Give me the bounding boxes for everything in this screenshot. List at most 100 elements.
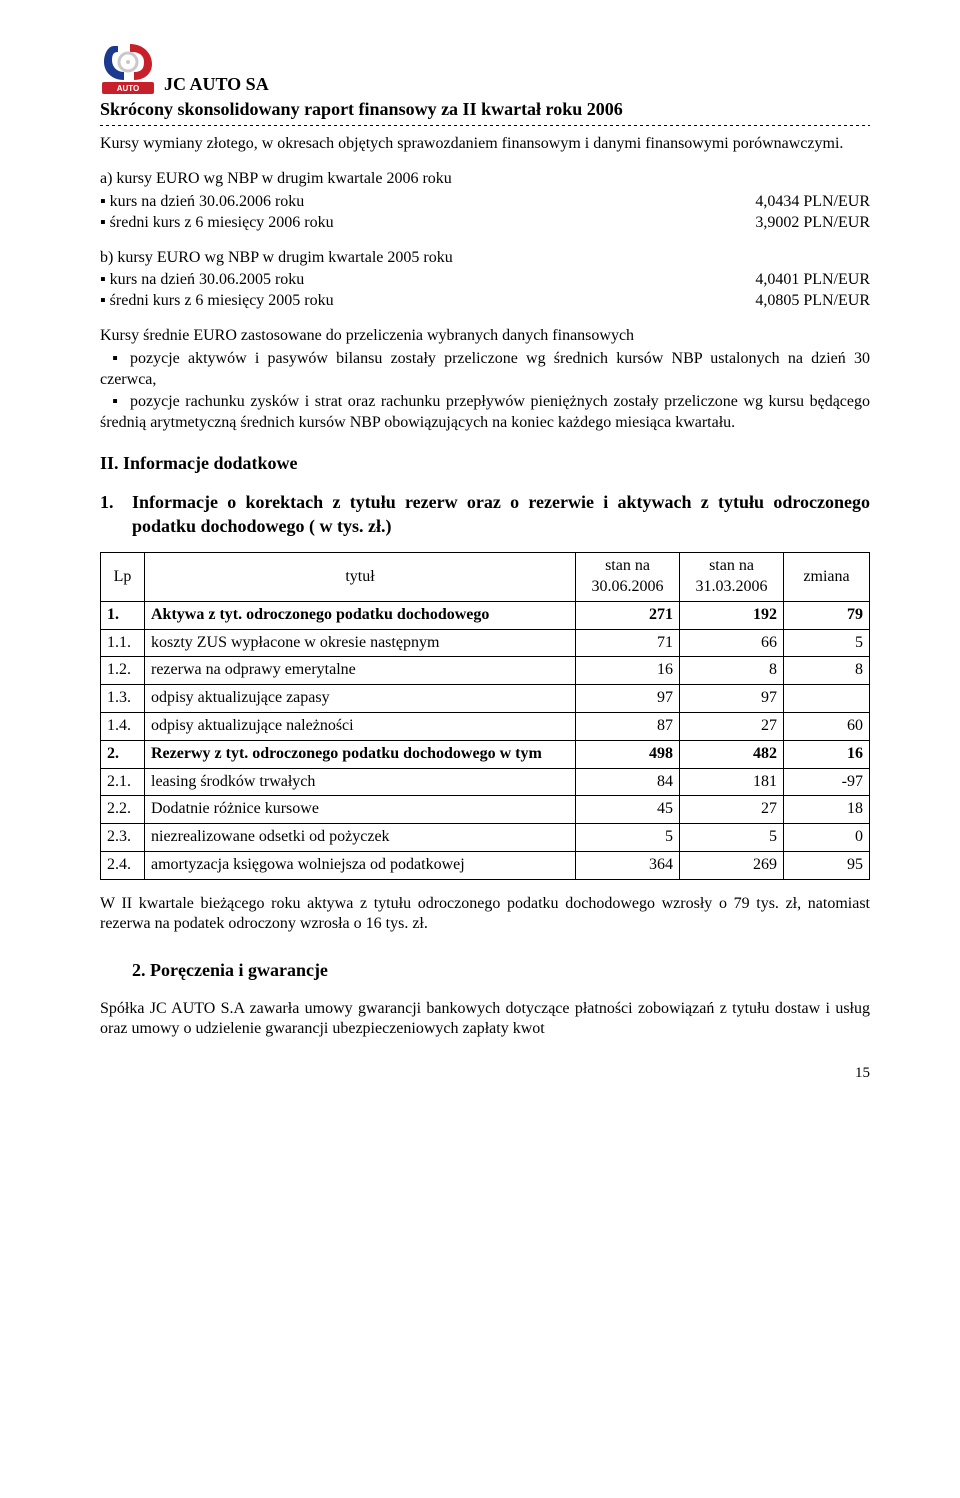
table-row: 2.1.leasing środków trwałych84181-97 bbox=[101, 768, 870, 796]
th-col2: stan na 31.03.2006 bbox=[680, 553, 784, 602]
cell-val2: 66 bbox=[680, 629, 784, 657]
table-row: 1.3.odpisy aktualizujące zapasy9797 bbox=[101, 685, 870, 713]
cell-val2: 269 bbox=[680, 851, 784, 879]
rate-label: ▪ średni kurs z 6 miesięcy 2006 roku bbox=[100, 213, 334, 234]
cell-val1: 45 bbox=[576, 796, 680, 824]
item-text: Informacje o korektach z tytułu rezerw o… bbox=[132, 492, 870, 535]
cell-val3: 95 bbox=[784, 851, 870, 879]
company-logo-icon: AUTO bbox=[100, 40, 156, 96]
table-row: 1.2.rezerwa na odprawy emerytalne1688 bbox=[101, 657, 870, 685]
rate-value: 4,0805 PLN/EUR bbox=[755, 291, 870, 312]
table-row: 1.Aktywa z tyt. odroczonego podatku doch… bbox=[101, 601, 870, 629]
info-item-2-title: 2. Poręczenia i gwarancje bbox=[132, 959, 870, 982]
th-lp: Lp bbox=[101, 553, 145, 602]
cell-lp: 1.3. bbox=[101, 685, 145, 713]
cell-lp: 1.4. bbox=[101, 712, 145, 740]
cell-val2: 27 bbox=[680, 796, 784, 824]
info-item-1: 1.Informacje o korektach z tytułu rezerw… bbox=[100, 491, 870, 538]
cell-val2: 8 bbox=[680, 657, 784, 685]
table-row: 2.4.amortyzacja księgowa wolniejsza od p… bbox=[101, 851, 870, 879]
cell-title: odpisy aktualizujące należności bbox=[145, 712, 576, 740]
rate-label: ▪ średni kurs z 6 miesięcy 2005 roku bbox=[100, 291, 334, 312]
intro-paragraph: Kursy wymiany złotego, w okresach objęty… bbox=[100, 134, 870, 155]
report-subtitle: Skrócony skonsolidowany raport finansowy… bbox=[100, 98, 870, 121]
page-header: AUTO JC AUTO SA bbox=[100, 40, 870, 96]
cell-lp: 2. bbox=[101, 740, 145, 768]
cell-val1: 87 bbox=[576, 712, 680, 740]
rate-row: ▪ kurs na dzień 30.06.2006 roku 4,0434 P… bbox=[100, 192, 870, 213]
cell-val3: 18 bbox=[784, 796, 870, 824]
table-row: 2.2.Dodatnie różnice kursowe452718 bbox=[101, 796, 870, 824]
rate-value: 4,0434 PLN/EUR bbox=[755, 192, 870, 213]
cell-val3 bbox=[784, 685, 870, 713]
section-a-heading: a) kursy EURO wg NBP w drugim kwartale 2… bbox=[100, 169, 870, 190]
rate-row: ▪ średni kurs z 6 miesięcy 2005 roku 4,0… bbox=[100, 291, 870, 312]
cell-lp: 2.1. bbox=[101, 768, 145, 796]
rate-label: ▪ kurs na dzień 30.06.2006 roku bbox=[100, 192, 304, 213]
cell-val1: 271 bbox=[576, 601, 680, 629]
cell-lp: 1. bbox=[101, 601, 145, 629]
cell-val1: 364 bbox=[576, 851, 680, 879]
cell-val2: 192 bbox=[680, 601, 784, 629]
cell-val3: 16 bbox=[784, 740, 870, 768]
cell-val1: 5 bbox=[576, 824, 680, 852]
cell-val1: 498 bbox=[576, 740, 680, 768]
cell-val2: 97 bbox=[680, 685, 784, 713]
cell-val2: 482 bbox=[680, 740, 784, 768]
section-b-heading: b) kursy EURO wg NBP w drugim kwartale 2… bbox=[100, 248, 870, 269]
table-row: 1.1.koszty ZUS wypłacone w okresie nastę… bbox=[101, 629, 870, 657]
cell-val1: 84 bbox=[576, 768, 680, 796]
cell-val2: 27 bbox=[680, 712, 784, 740]
th-col1: stan na 30.06.2006 bbox=[576, 553, 680, 602]
table-row: 2.Rezerwy z tyt. odroczonego podatku doc… bbox=[101, 740, 870, 768]
cell-val2: 181 bbox=[680, 768, 784, 796]
cell-lp: 1.1. bbox=[101, 629, 145, 657]
info-item-2-body: Spółka JC AUTO S.A zawarła umowy gwaranc… bbox=[100, 999, 870, 1041]
cell-val1: 16 bbox=[576, 657, 680, 685]
section-ii-title: II. Informacje dodatkowe bbox=[100, 452, 870, 475]
cell-lp: 2.2. bbox=[101, 796, 145, 824]
cell-val3: -97 bbox=[784, 768, 870, 796]
cell-lp: 2.3. bbox=[101, 824, 145, 852]
cell-val2: 5 bbox=[680, 824, 784, 852]
table-row: 1.4.odpisy aktualizujące należności87276… bbox=[101, 712, 870, 740]
rate-value: 4,0401 PLN/EUR bbox=[755, 270, 870, 291]
company-name: JC AUTO SA bbox=[164, 73, 269, 96]
table-header-row: Lp tytuł stan na 30.06.2006 stan na 31.0… bbox=[101, 553, 870, 602]
page-number: 15 bbox=[100, 1064, 870, 1084]
list-item: pozycje rachunku zysków i strat oraz rac… bbox=[100, 392, 870, 434]
th-col3: zmiana bbox=[784, 553, 870, 602]
notes-lead: Kursy średnie EURO zastosowane do przeli… bbox=[100, 326, 870, 347]
cell-title: niezrealizowane odsetki od pożyczek bbox=[145, 824, 576, 852]
cell-title: amortyzacja księgowa wolniejsza od podat… bbox=[145, 851, 576, 879]
svg-text:AUTO: AUTO bbox=[117, 84, 140, 93]
list-item-text: pozycje aktywów i pasywów bilansu został… bbox=[100, 350, 870, 388]
cell-title: Aktywa z tyt. odroczonego podatku dochod… bbox=[145, 601, 576, 629]
list-item: pozycje aktywów i pasywów bilansu został… bbox=[100, 349, 870, 391]
cell-val3: 8 bbox=[784, 657, 870, 685]
cell-title: Dodatnie różnice kursowe bbox=[145, 796, 576, 824]
cell-title: Rezerwy z tyt. odroczonego podatku docho… bbox=[145, 740, 576, 768]
tax-table: Lp tytuł stan na 30.06.2006 stan na 31.0… bbox=[100, 552, 870, 880]
header-divider bbox=[100, 125, 870, 126]
cell-val1: 97 bbox=[576, 685, 680, 713]
cell-val3: 60 bbox=[784, 712, 870, 740]
rate-label: ▪ kurs na dzień 30.06.2005 roku bbox=[100, 270, 304, 291]
cell-lp: 1.2. bbox=[101, 657, 145, 685]
cell-lp: 2.4. bbox=[101, 851, 145, 879]
after-table-paragraph: W II kwartale bieżącego roku aktywa z ty… bbox=[100, 894, 870, 936]
item-number: 1. bbox=[100, 491, 132, 514]
cell-val1: 71 bbox=[576, 629, 680, 657]
cell-val3: 0 bbox=[784, 824, 870, 852]
rate-row: ▪ średni kurs z 6 miesięcy 2006 roku 3,9… bbox=[100, 213, 870, 234]
rate-row: ▪ kurs na dzień 30.06.2005 roku 4,0401 P… bbox=[100, 270, 870, 291]
cell-title: leasing środków trwałych bbox=[145, 768, 576, 796]
th-title: tytuł bbox=[145, 553, 576, 602]
cell-val3: 5 bbox=[784, 629, 870, 657]
cell-val3: 79 bbox=[784, 601, 870, 629]
cell-title: odpisy aktualizujące zapasy bbox=[145, 685, 576, 713]
cell-title: koszty ZUS wypłacone w okresie następnym bbox=[145, 629, 576, 657]
table-row: 2.3.niezrealizowane odsetki od pożyczek5… bbox=[101, 824, 870, 852]
list-item-text: pozycje rachunku zysków i strat oraz rac… bbox=[100, 393, 870, 431]
notes-list: pozycje aktywów i pasywów bilansu został… bbox=[100, 349, 870, 434]
